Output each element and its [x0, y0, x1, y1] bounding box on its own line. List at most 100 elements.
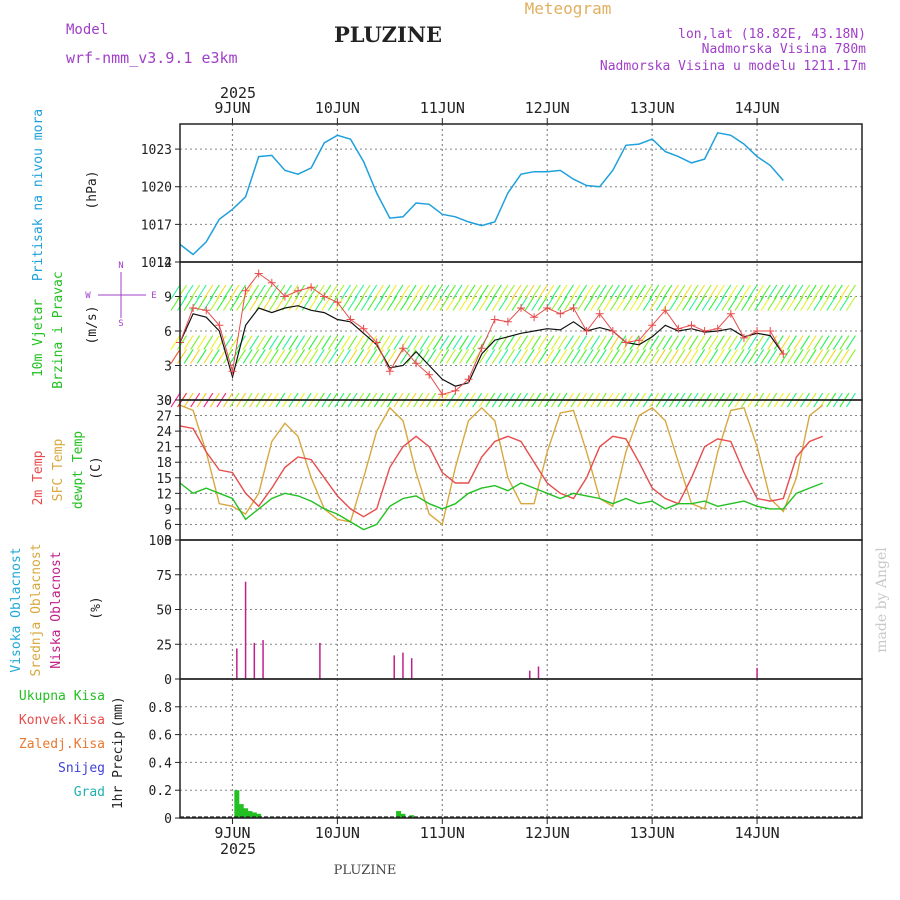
wind-barb [203, 349, 214, 364]
wind-barb [170, 284, 181, 300]
top-day-labels: 9JUN 10JUN 11JUN 12JUN 13JUN 14JUN [214, 99, 780, 124]
wind-barb [623, 349, 633, 364]
wind-barb [655, 335, 666, 350]
wind-barb [682, 349, 692, 364]
wind-barb [721, 349, 732, 364]
pressure-ytick-label: 1017 [141, 218, 172, 233]
precip-ytick-label: 0.8 [149, 701, 172, 716]
wind-barb [288, 335, 299, 350]
wind-barb [695, 335, 706, 350]
compass-e: E [151, 291, 156, 301]
wind-gust-line [179, 272, 784, 395]
wind-barb [380, 335, 391, 350]
wind-barb [426, 296, 437, 311]
wind-barb [636, 349, 647, 364]
wind-barb [354, 284, 365, 300]
wind-barb [708, 335, 719, 350]
wind-barb [754, 296, 765, 311]
top-day-label: 13JUN [630, 99, 675, 117]
wind-barb [819, 284, 830, 300]
bottom-day-label: 9JUN [214, 824, 250, 842]
wind-barb [380, 296, 391, 311]
wind-gust-marker [333, 298, 342, 307]
wind-barb [472, 296, 483, 311]
wind-barb [209, 296, 220, 311]
wind-barb [341, 296, 351, 311]
model-name: wrf-nmm_v3.9.1 e3km [66, 49, 238, 67]
wind-barb [813, 335, 824, 350]
wind-barb [577, 284, 588, 300]
precip-bar [256, 813, 262, 818]
wind-barb [314, 296, 325, 311]
wind-barb [445, 349, 456, 364]
wind-barb [819, 296, 830, 311]
pressure-title: Pritisak na nivou mora [31, 109, 46, 281]
wind-barb [701, 296, 712, 311]
wind-barb [577, 296, 588, 311]
temp-ytick-label: 9 [164, 503, 172, 518]
wind-barb [603, 335, 614, 350]
wind-barb [557, 335, 568, 350]
wind-barb [432, 284, 443, 300]
wind-ytick-label: 0 [164, 394, 172, 409]
cloud-unit: (%) [89, 596, 104, 619]
wind-barb [249, 349, 260, 364]
wind-barb [511, 335, 522, 350]
top-day-label: 10JUN [315, 99, 360, 117]
wind-barb [491, 284, 502, 300]
wind-barb [675, 335, 686, 350]
precip-bar [400, 813, 406, 818]
wind-barb [216, 296, 227, 311]
wind-barb [190, 349, 201, 364]
wind-barb [413, 296, 424, 311]
wind-gust-marker [543, 304, 552, 312]
wind-barb [701, 335, 712, 350]
wind-barb [662, 284, 673, 300]
wind-barb [668, 349, 679, 364]
wind-barb [636, 296, 647, 311]
wind-barb [216, 349, 227, 364]
wind-barb [734, 296, 745, 311]
wind-gust-marker [713, 324, 722, 333]
wind-barb [498, 284, 509, 300]
wind-barb [432, 335, 443, 350]
wind-barb [203, 296, 214, 311]
wind-barb [518, 335, 529, 350]
wind-barb [360, 284, 371, 300]
wind-barb [800, 335, 811, 350]
precip-legend-conv: Konvek.Kisa [19, 713, 105, 728]
wind-barb [596, 284, 607, 300]
wind-barb [170, 349, 181, 364]
wind-barb [367, 335, 378, 350]
top-day-label: 9JUN [214, 99, 250, 117]
wind-unit: (m/s) [85, 305, 100, 344]
top-year-label: 2025 [220, 84, 256, 102]
wind-barb [413, 349, 424, 364]
wind-barb [531, 335, 542, 350]
wind-barb [504, 349, 515, 364]
wind-barb [727, 335, 738, 350]
wind-barb [400, 284, 410, 300]
wind-gust-marker [726, 309, 735, 318]
wind-barb [347, 349, 358, 364]
wind-barb [262, 284, 273, 300]
wind-barb [518, 284, 529, 300]
precip-bar [247, 811, 253, 818]
compass-w: W [85, 291, 91, 301]
wind-barb [727, 296, 738, 311]
wind-barb [668, 284, 679, 300]
wind-barb [222, 284, 233, 300]
wind-barb [773, 335, 784, 350]
wind-barb [491, 296, 502, 311]
wind-barb [327, 349, 338, 364]
wind-barb [190, 335, 201, 350]
wind-barb [242, 296, 253, 311]
temp-ytick-label: 24 [156, 425, 172, 440]
wind-barb [839, 284, 850, 300]
wind-barb [373, 349, 384, 364]
compass-s: S [118, 319, 123, 329]
wind-barb [367, 349, 378, 364]
wind-barb [675, 349, 686, 364]
wind-gust-marker [398, 344, 407, 353]
